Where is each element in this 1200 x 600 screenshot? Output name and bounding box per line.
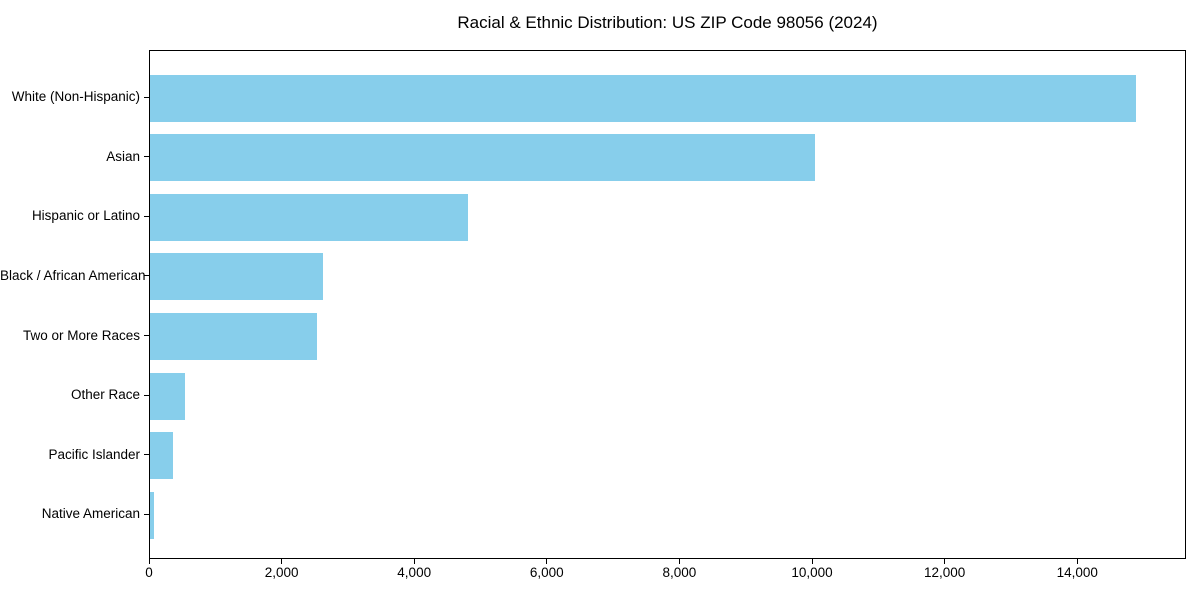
bar xyxy=(150,253,324,301)
bar xyxy=(150,313,317,361)
x-tick-label: 6,000 xyxy=(529,565,564,580)
y-tick-mark xyxy=(144,156,149,158)
y-tick-label: Two or More Races xyxy=(22,327,140,343)
x-tick-label: 4,000 xyxy=(397,565,432,580)
y-tick-label: Other Race xyxy=(70,387,140,403)
x-tick-label: 14,000 xyxy=(1056,565,1098,580)
y-tick-label: White (Non-Hispanic) xyxy=(11,89,140,104)
x-tick-label: 8,000 xyxy=(662,565,697,580)
x-tick-mark xyxy=(148,559,150,564)
bar xyxy=(150,432,174,480)
x-tick-mark xyxy=(413,559,415,564)
x-tick-mark xyxy=(811,559,813,564)
bar xyxy=(150,193,469,241)
x-tick-label: 2,000 xyxy=(264,565,299,580)
y-tick-label: Hispanic or Latino xyxy=(31,208,140,224)
y-tick-mark xyxy=(144,275,149,277)
y-tick-label: Asian xyxy=(106,148,140,164)
y-tick-label: Pacific Islander xyxy=(48,446,140,462)
x-tick-label: 12,000 xyxy=(923,565,966,580)
y-tick-mark xyxy=(144,513,149,515)
x-tick-label: 10,000 xyxy=(791,565,833,580)
y-tick-mark xyxy=(144,215,149,217)
bar xyxy=(150,74,1137,122)
bar xyxy=(150,372,186,420)
x-tick-label: 0 xyxy=(145,565,153,580)
x-tick-mark xyxy=(1076,559,1078,564)
chart-title: Racial & Ethnic Distribution: US ZIP Cod… xyxy=(457,13,878,32)
bar xyxy=(150,134,816,182)
x-tick-mark xyxy=(546,559,548,564)
y-tick-label: Black / African American xyxy=(0,267,146,283)
x-tick-mark xyxy=(944,559,946,564)
y-tick-mark xyxy=(144,454,149,456)
y-tick-mark xyxy=(144,96,149,98)
bar xyxy=(150,491,155,539)
x-tick-mark xyxy=(281,559,283,564)
y-tick-label: Native American xyxy=(41,506,140,522)
x-tick-mark xyxy=(678,559,680,564)
y-tick-mark xyxy=(144,394,149,396)
plot-area xyxy=(149,50,1186,559)
y-tick-mark xyxy=(144,335,149,337)
